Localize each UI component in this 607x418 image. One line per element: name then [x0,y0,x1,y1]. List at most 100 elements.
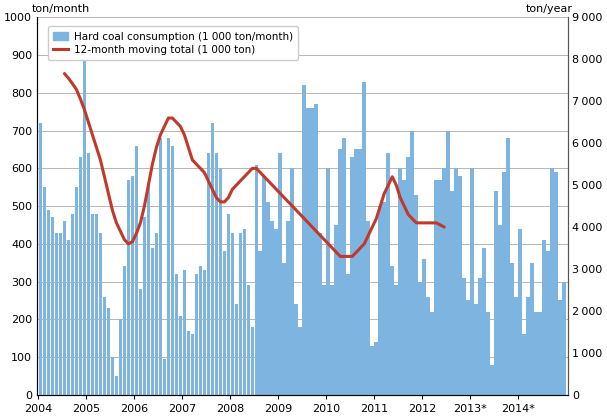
Bar [115,376,118,395]
Bar [443,168,446,395]
Bar [67,240,70,395]
Bar [359,150,362,395]
Bar [118,319,122,395]
Bar [390,267,394,395]
Bar [375,342,378,395]
Bar [279,153,282,395]
Bar [98,232,102,395]
Bar [422,259,426,395]
Text: ton/year: ton/year [526,4,573,14]
Bar [531,263,534,395]
Bar [83,59,86,395]
Bar [339,150,342,395]
Bar [455,168,458,395]
Bar [123,267,126,395]
Bar [146,184,151,395]
Bar [514,297,518,395]
Bar [243,229,246,395]
Bar [223,251,226,395]
Bar [478,278,482,395]
Bar [246,285,250,395]
Bar [554,172,558,395]
Bar [186,331,190,395]
Bar [287,221,290,395]
Bar [562,282,566,395]
Bar [402,180,406,395]
Bar [178,316,182,395]
Bar [262,176,266,395]
Bar [166,138,170,395]
Bar [418,282,422,395]
Bar [362,82,366,395]
Bar [319,232,322,395]
Bar [198,267,202,395]
Bar [214,153,218,395]
Bar [458,176,462,395]
Bar [299,327,302,395]
Bar [534,312,538,395]
Bar [291,168,294,395]
Bar [75,187,78,395]
Bar [526,297,530,395]
Bar [194,274,198,395]
Bar [490,364,494,395]
Bar [110,357,114,395]
Bar [466,301,470,395]
Bar [271,221,274,395]
Bar [370,346,374,395]
Bar [475,304,478,395]
Bar [95,214,98,395]
Bar [47,210,50,395]
Bar [430,312,434,395]
Bar [282,263,286,395]
Bar [322,285,326,395]
Bar [470,168,474,395]
Bar [175,274,178,395]
Bar [327,168,330,395]
Bar [538,312,542,395]
Bar [387,153,390,395]
Bar [395,285,398,395]
Bar [50,217,54,395]
Bar [251,327,254,395]
Bar [307,108,310,395]
Bar [483,247,486,395]
Bar [415,195,418,395]
Bar [523,334,526,395]
Bar [410,130,414,395]
Bar [163,359,166,395]
Bar [347,274,350,395]
Bar [239,232,242,395]
Bar [542,240,546,395]
Bar [498,225,502,395]
Bar [310,108,314,395]
Bar [330,285,334,395]
Bar [350,157,354,395]
Bar [39,123,42,395]
Bar [378,206,382,395]
Bar [171,146,174,395]
Bar [87,153,90,395]
Bar [426,297,430,395]
Text: ton/month: ton/month [32,4,90,14]
Bar [107,308,110,395]
Bar [259,251,262,395]
Bar [151,247,154,395]
Bar [103,297,106,395]
Bar [183,270,186,395]
Legend: Hard coal consumption (1 000 ton/month), 12-month moving total (1 000 ton): Hard coal consumption (1 000 ton/month),… [47,26,298,60]
Bar [518,229,522,395]
Bar [206,153,210,395]
Bar [450,191,454,395]
Bar [155,232,158,395]
Bar [78,157,83,395]
Bar [302,85,306,395]
Bar [503,172,506,395]
Bar [407,157,410,395]
Bar [211,123,214,395]
Bar [131,176,134,395]
Bar [446,130,450,395]
Bar [158,138,162,395]
Bar [274,229,278,395]
Bar [314,104,318,395]
